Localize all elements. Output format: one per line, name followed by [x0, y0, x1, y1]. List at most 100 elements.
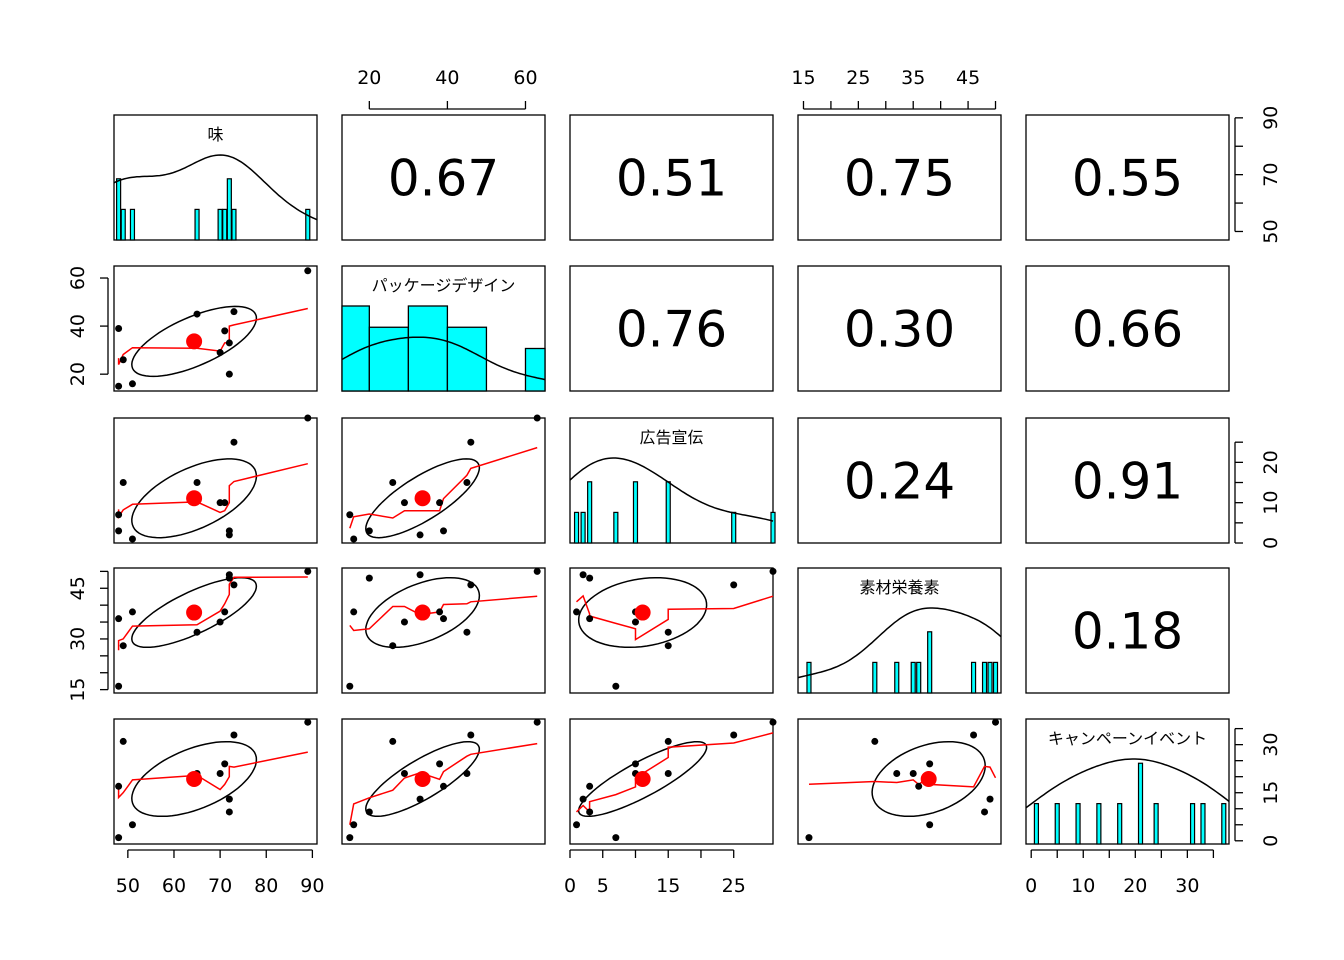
panel-1-0-frame [113, 265, 318, 392]
data-point [612, 834, 620, 842]
data-point [346, 834, 354, 842]
data-point [346, 682, 354, 690]
histogram-bar [1096, 803, 1102, 845]
panel-1-2-frame [569, 265, 774, 392]
data-point [463, 479, 471, 487]
y-tick-label: 45 [67, 576, 89, 600]
histogram-bar [806, 661, 812, 694]
correlation-ellipse [871, 740, 986, 818]
histogram-bar [368, 326, 410, 392]
data-point [221, 327, 229, 335]
data-point [440, 782, 447, 790]
data-point [970, 731, 978, 739]
data-point [365, 527, 373, 535]
data-point [119, 642, 127, 650]
correlation-ellipse [365, 576, 481, 649]
data-point [467, 731, 475, 739]
histogram-bar [1075, 803, 1081, 845]
data-point [926, 821, 934, 829]
data-point [225, 808, 233, 816]
y-tick-label: 90 [1260, 106, 1282, 130]
histogram-bar [916, 661, 922, 694]
correlation-ellipse [131, 576, 258, 649]
data-point [769, 567, 777, 575]
data-point [586, 615, 594, 623]
data-point [225, 527, 233, 535]
density-curve [341, 336, 546, 381]
data-point [230, 308, 238, 316]
mean-point [414, 490, 431, 507]
data-point [346, 511, 354, 519]
data-point [115, 325, 123, 332]
mean-point [186, 771, 203, 788]
y-tick-label: 0 [1260, 835, 1282, 847]
x-tick-label: 25 [722, 875, 746, 897]
panel-0-0-frame [113, 114, 318, 241]
x-tick-label: 35 [901, 67, 925, 89]
panel-3-2-frame [569, 567, 774, 694]
panel-2-2-frame [569, 417, 774, 544]
correlation-value: 0.75 [844, 150, 955, 208]
data-point [463, 769, 471, 777]
y-tick-label: 30 [67, 627, 89, 651]
data-point [579, 795, 587, 803]
x-tick-label: 15 [656, 875, 680, 897]
data-point [730, 731, 738, 739]
y-tick-label: 70 [1260, 163, 1282, 187]
panel-2-0-frame [113, 417, 318, 544]
data-point [389, 479, 397, 487]
data-point [664, 737, 672, 745]
x-tick-label: 70 [208, 875, 232, 897]
x-tick-label: 80 [254, 875, 278, 897]
data-point [400, 499, 408, 507]
data-point [533, 414, 541, 422]
panel-3-4-frame [1025, 567, 1230, 694]
data-point [230, 438, 238, 446]
data-point [119, 737, 127, 745]
data-point [221, 760, 229, 768]
data-point [664, 642, 672, 650]
mean-point [186, 490, 203, 507]
panel-3-3-frame [797, 567, 1002, 694]
histogram-bar [1189, 803, 1196, 845]
variable-title: パッケージデザイン [372, 276, 516, 295]
x-tick-label: 20 [1123, 875, 1147, 897]
data-point [579, 571, 587, 579]
data-point [436, 608, 444, 616]
correlation-ellipse [577, 740, 708, 818]
data-point [573, 821, 581, 829]
data-point [115, 382, 123, 390]
histogram-bar [305, 208, 311, 241]
mean-point [920, 771, 937, 788]
x-tick-label: 60 [513, 67, 537, 89]
data-point [115, 682, 123, 690]
data-point [400, 618, 408, 626]
mean-point [414, 604, 431, 621]
histogram-bar [580, 511, 586, 544]
data-point [915, 782, 923, 790]
histogram-bar [987, 661, 993, 694]
panel-0-3-frame [797, 114, 1002, 241]
data-point [463, 628, 471, 636]
data-point [119, 356, 127, 364]
data-point [119, 479, 127, 487]
y-tick-label: 20 [67, 362, 89, 386]
histogram-bar [1117, 803, 1123, 845]
histogram-bar [341, 305, 370, 392]
correlation-value: 0.76 [616, 301, 727, 359]
correlation-ellipse [131, 458, 258, 539]
x-tick-label: 60 [162, 875, 186, 897]
x-tick-label: 25 [846, 67, 870, 89]
panel-2-1-frame [341, 417, 546, 544]
data-point [350, 535, 358, 543]
density-curve [569, 457, 774, 522]
data-point [730, 581, 738, 589]
x-tick-label: 5 [597, 875, 609, 897]
data-point [416, 571, 424, 579]
panel-4-0-frame [113, 718, 318, 845]
histogram-bar [524, 347, 546, 392]
density-curve [1025, 758, 1230, 809]
histogram-bar [1054, 803, 1060, 845]
data-point [350, 608, 358, 616]
